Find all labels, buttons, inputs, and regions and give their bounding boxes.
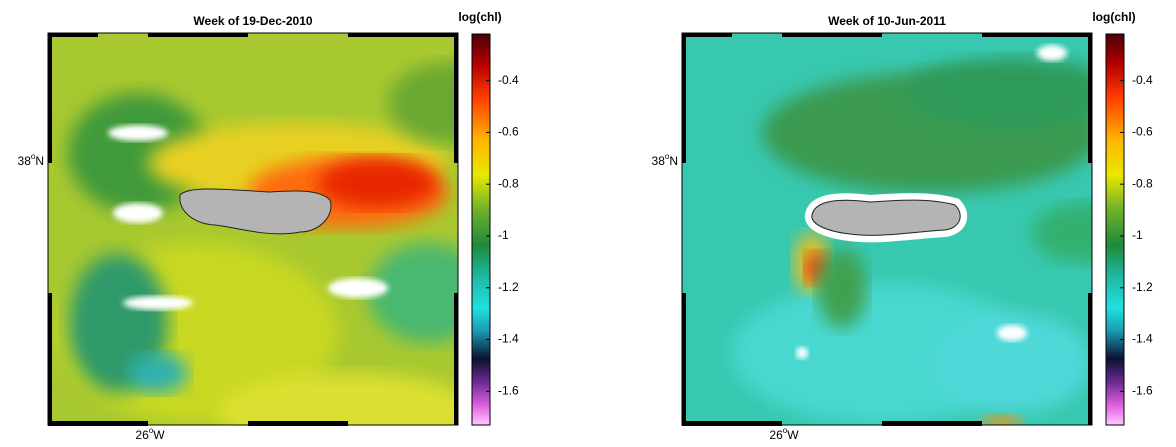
colorbar-tick-label: -0.8: [498, 176, 519, 190]
map: [48, 33, 458, 425]
colorbar-tick-label: -1: [498, 228, 509, 242]
frame-segment: [48, 421, 148, 426]
frame-segment: [48, 293, 52, 425]
cloud-gap: [113, 203, 163, 223]
chlorophyll-patch: [817, 248, 867, 328]
chlorophyll-patch: [218, 373, 458, 425]
frame-segment: [682, 421, 782, 426]
frame-segment: [1088, 293, 1092, 425]
colorbar-tick-label: -1: [1132, 228, 1143, 242]
cloud-gap: [1037, 45, 1067, 61]
frame-segment: [1088, 33, 1092, 163]
cloud-gap: [796, 347, 808, 359]
colorbar-tick-label: -1.2: [1132, 280, 1153, 294]
frame-segment: [48, 33, 52, 163]
colorbar-tick-label: -1.4: [1132, 332, 1153, 346]
frame-segment: [682, 33, 686, 163]
frame-segment: [982, 33, 1092, 37]
coord-degree: o: [783, 426, 788, 435]
coord-hemisphere: N: [35, 154, 44, 168]
cloud-gap: [123, 296, 193, 310]
colorbar-tick-label: -0.6: [498, 125, 519, 139]
frame-segment: [782, 33, 882, 37]
chlorophyll-patch: [318, 158, 438, 208]
island: [811, 199, 961, 236]
frame-segment: [148, 33, 248, 37]
coord-hemisphere: N: [669, 154, 678, 168]
coord-hemisphere: W: [153, 428, 165, 442]
coord-label: 38oN: [652, 152, 678, 168]
frame-segment: [682, 293, 686, 425]
frame-segment: [48, 33, 98, 37]
coord-value: 26: [769, 428, 783, 442]
coord-degree: o: [31, 152, 36, 161]
coord-value: 38: [652, 154, 666, 168]
frame-segment: [454, 293, 458, 425]
chlorophyll-patch: [982, 415, 1022, 425]
frame-segment: [348, 33, 458, 37]
coord-value: 38: [18, 154, 32, 168]
chlorophyll-patch: [932, 313, 1092, 413]
coord-label: 26oW: [135, 426, 165, 442]
frame-segment: [882, 421, 982, 426]
colorbar-tick-label: -1.4: [498, 332, 519, 346]
colorbar-tick-label: -0.4: [498, 73, 519, 87]
colorbar-tick-label: -1.6: [1132, 384, 1153, 398]
frame-segment: [454, 33, 458, 163]
coord-value: 26: [135, 428, 149, 442]
frame-segment: [682, 33, 732, 37]
coord-degree: o: [665, 152, 670, 161]
colorbar: [1105, 33, 1125, 426]
colorbar-tick-label: -0.6: [1132, 125, 1153, 139]
colorbar-label: log(chl): [1092, 10, 1135, 24]
map-title: Week of 19-Dec-2010: [193, 14, 313, 28]
colorbar: [471, 33, 491, 426]
coord-hemisphere: W: [787, 428, 799, 442]
chlorophyll-patch: [388, 63, 458, 143]
island: [179, 188, 332, 235]
colorbar-tick-label: -1.6: [498, 384, 519, 398]
chlorophyll-patch: [902, 58, 1092, 128]
map: [682, 33, 1092, 425]
chlorophyll-patch: [368, 243, 458, 343]
colorbar-tick-label: -0.4: [1132, 73, 1153, 87]
cloud-gap: [108, 125, 168, 141]
colorbar-tick-label: -1.2: [498, 280, 519, 294]
cloud-gap: [997, 325, 1027, 341]
coord-degree: o: [149, 426, 154, 435]
chlorophyll-patch: [1032, 203, 1092, 263]
coord-label: 26oW: [769, 426, 799, 442]
coord-label: 38oN: [18, 152, 44, 168]
chlorophyll-patch: [128, 353, 188, 393]
cloud-gap: [328, 278, 388, 298]
map-title: Week of 10-Jun-2011: [828, 14, 946, 28]
frame-segment: [248, 421, 348, 426]
colorbar-label: log(chl): [458, 10, 501, 24]
colorbar-tick-label: -0.8: [1132, 176, 1153, 190]
